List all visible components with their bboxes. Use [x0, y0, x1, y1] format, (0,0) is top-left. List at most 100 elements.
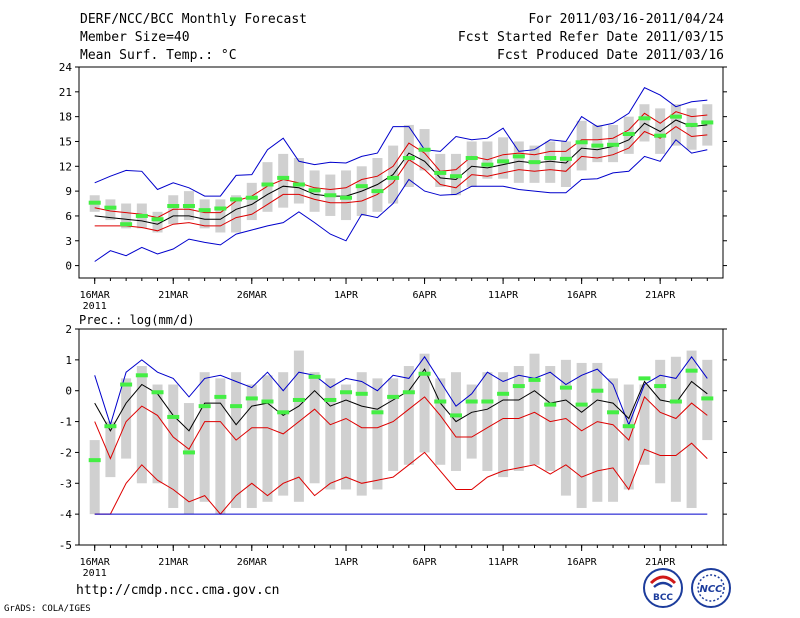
prec-median-mark — [261, 399, 274, 404]
prec-box — [293, 350, 304, 502]
temp-box — [341, 170, 352, 221]
prec-ytick-label: -5 — [59, 539, 72, 552]
prec-box — [199, 372, 210, 502]
prec-median-mark — [559, 385, 572, 390]
prec-ytick-label: 1 — [65, 354, 72, 367]
temp-median-mark — [669, 114, 682, 119]
prec-box — [136, 366, 147, 484]
prec-median-mark — [607, 410, 620, 415]
prec-ytick-label: 2 — [65, 323, 72, 336]
temp-median-mark — [261, 182, 274, 187]
prec-box — [341, 384, 352, 490]
temp-box — [278, 153, 289, 208]
prec-median-mark — [120, 382, 133, 387]
prec-box — [608, 378, 619, 502]
prec-median-mark — [88, 458, 101, 463]
prec-box — [560, 359, 571, 496]
prec-median-mark — [638, 376, 651, 381]
temp-xtick-label: 1APR — [334, 290, 359, 301]
prec-median-mark — [277, 410, 290, 415]
temp-box — [199, 199, 210, 229]
prec-panel-title: Prec.: log(mm/d) — [79, 313, 195, 327]
prec-box — [623, 384, 634, 490]
grads-credit: GrADS: COLA/IGES — [4, 604, 91, 614]
temp-median-mark — [575, 140, 588, 145]
prec-xtick-label: 26MAR — [237, 557, 268, 568]
temp-median-mark — [104, 205, 117, 210]
prec-box — [670, 356, 681, 502]
prec-median-mark — [701, 396, 714, 401]
temp-median-mark — [198, 208, 211, 213]
prec-median-mark — [340, 390, 353, 395]
prec-line-upper-outer — [94, 355, 708, 427]
prec-median-mark — [622, 424, 635, 429]
temp-median-mark — [512, 154, 525, 159]
temp-median-mark — [465, 156, 478, 161]
prec-median-mark — [449, 413, 462, 418]
temp-box — [246, 182, 257, 221]
prec-box — [435, 378, 446, 465]
temp-panel: 0 3 6 9 12 15 18 21 24 16MAR 21MAR 26MAR 1APR 6APR 11A… — [59, 61, 727, 312]
prec-year-label: 2011 — [83, 568, 107, 579]
bcc-logo: BCC — [643, 568, 683, 608]
temp-ytick-label: 15 — [59, 135, 72, 148]
prec-box — [592, 362, 603, 502]
prec-box — [246, 384, 257, 508]
temp-median-mark — [245, 195, 258, 200]
prec-xtick-label: 1APR — [334, 557, 359, 568]
temp-median-mark — [340, 195, 353, 200]
temp-box — [105, 199, 116, 221]
temp-median-mark — [685, 122, 698, 127]
prec-median-mark — [654, 384, 667, 389]
prec-ytick-label: -4 — [59, 508, 73, 521]
temp-box — [670, 104, 681, 146]
temp-ytick-label: 6 — [65, 210, 72, 223]
prec-box — [529, 353, 540, 465]
temp-box — [435, 153, 446, 187]
prec-median-mark — [528, 377, 541, 382]
temp-line-lower-inner — [94, 125, 708, 232]
prec-box — [372, 378, 383, 490]
temp-median-mark — [371, 189, 384, 194]
temp-line-lower-outer — [94, 139, 708, 262]
prec-box — [89, 440, 100, 515]
prec-box — [168, 384, 179, 508]
temp-median-mark — [387, 175, 400, 180]
prec-panel: -5 -4 -3 -2 -1 0 1 2 16MAR 21MAR 26MAR 1APR 6APR 11AP… — [59, 313, 727, 579]
prec-ytick-label: -3 — [59, 477, 72, 490]
prec-median-mark — [371, 410, 384, 415]
variable-label: Mean Surf. Temp.: °C — [80, 48, 237, 63]
prec-box — [403, 366, 414, 465]
temp-median-mark — [182, 204, 195, 209]
temp-median-mark — [151, 217, 164, 222]
temp-median-mark — [591, 143, 604, 148]
temp-median-mark — [88, 200, 101, 205]
temp-line-mean — [94, 119, 708, 225]
prec-ytick-label: -1 — [59, 416, 72, 429]
temp-ytick-label: 24 — [59, 61, 73, 74]
prec-median-mark — [544, 402, 557, 407]
prec-median-mark — [497, 391, 510, 396]
prec-box — [639, 384, 650, 465]
temp-box — [466, 141, 477, 187]
prec-median-mark — [387, 394, 400, 399]
temp-xtick-label: 16MAR — [80, 290, 111, 301]
prec-xtick-label: 21APR — [645, 557, 676, 568]
temp-line-upper-inner — [94, 111, 708, 219]
prec-box — [498, 372, 509, 478]
temp-median-mark — [481, 162, 494, 167]
temp-box — [152, 211, 163, 233]
temp-median-mark — [607, 142, 620, 147]
prec-median-mark — [135, 373, 148, 378]
temp-median-mark — [622, 132, 635, 137]
prec-line-lower-inner — [94, 442, 708, 515]
temp-median-mark — [292, 182, 305, 187]
temp-xtick-label: 21MAR — [158, 290, 189, 301]
prec-box — [545, 366, 556, 471]
prec-box — [262, 375, 273, 502]
prec-median-mark — [685, 368, 698, 373]
temp-median-mark — [214, 206, 227, 211]
temp-box — [231, 195, 242, 233]
start-date: Fcst Started Refer Date 2011/03/15 — [457, 30, 724, 45]
prec-median-mark — [575, 402, 588, 407]
